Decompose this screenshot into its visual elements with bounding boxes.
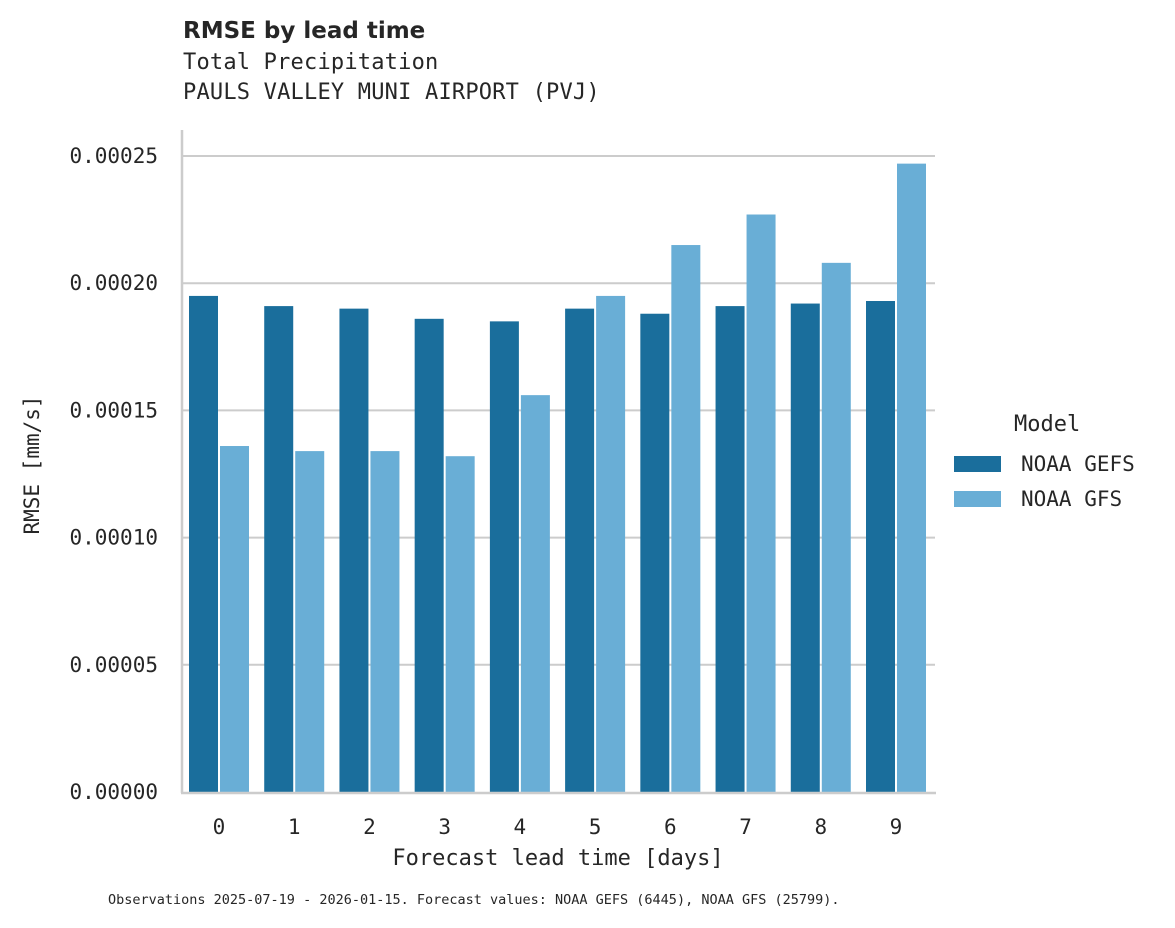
x-tick-label: 7 <box>739 815 752 839</box>
bar-gefs-lead-7 <box>715 306 745 792</box>
legend-label-gfs: NOAA GFS <box>1021 487 1123 511</box>
y-tick-label: 0.00025 <box>69 144 158 168</box>
x-tick-label: 8 <box>814 815 827 839</box>
legend-swatch-gefs <box>954 456 1001 472</box>
x-tick-label: 5 <box>589 815 602 839</box>
y-tick-label: 0.00010 <box>69 526 158 550</box>
bar-gfs-lead-5 <box>596 295 626 792</box>
bar-gfs-lead-2 <box>370 451 400 792</box>
bar-gefs-lead-5 <box>565 308 595 792</box>
x-tick-label: 1 <box>288 815 301 839</box>
bar-gefs-lead-3 <box>414 318 444 792</box>
x-tick-label: 6 <box>664 815 677 839</box>
chart-subtitle-variable: Total Precipitation <box>183 50 439 75</box>
x-tick-label: 3 <box>438 815 451 839</box>
bar-gfs-lead-7 <box>746 214 776 793</box>
bar-gefs-lead-0 <box>189 295 218 792</box>
x-tick-label: 0 <box>213 815 226 839</box>
chart-title: RMSE by lead time <box>183 18 426 44</box>
bar-gefs-lead-6 <box>640 313 670 792</box>
y-tick-label: 0.00005 <box>69 653 158 677</box>
x-tick-label: 2 <box>363 815 376 839</box>
bar-gfs-lead-1 <box>295 451 325 792</box>
bar-gfs-lead-0 <box>220 446 249 792</box>
x-tick-label: 9 <box>890 815 903 839</box>
y-tick-label: 0.00015 <box>69 398 158 422</box>
bar-gefs-lead-9 <box>866 301 895 792</box>
bar-gefs-lead-2 <box>339 308 369 792</box>
bar-gfs-lead-4 <box>520 395 550 792</box>
bar-gfs-lead-9 <box>897 163 926 792</box>
bar-gefs-lead-4 <box>489 321 519 792</box>
footnote: Observations 2025-07-19 - 2026-01-15. Fo… <box>108 892 840 908</box>
x-tick-label: 4 <box>514 815 527 839</box>
bar-gfs-lead-8 <box>821 262 851 792</box>
bar-gfs-lead-6 <box>671 245 701 793</box>
chart-subtitle-station: PAULS VALLEY MUNI AIRPORT (PVJ) <box>183 80 600 105</box>
legend-item-gefs: NOAA GEFS <box>954 452 1135 476</box>
legend-label-gefs: NOAA GEFS <box>1021 452 1135 476</box>
legend-item-gfs: NOAA GFS <box>954 487 1122 511</box>
x-axis-label: Forecast lead time [days] <box>392 846 724 871</box>
y-tick-label: 0.00000 <box>69 780 158 804</box>
y-axis-label: RMSE [mm/s] <box>20 395 44 535</box>
bar-gefs-lead-1 <box>264 306 294 792</box>
bar-gfs-lead-3 <box>445 456 475 792</box>
legend-title: Model <box>1014 412 1081 437</box>
bar-gefs-lead-8 <box>790 303 820 792</box>
legend-swatch-gfs <box>954 491 1001 507</box>
y-tick-label: 0.00020 <box>69 271 158 295</box>
